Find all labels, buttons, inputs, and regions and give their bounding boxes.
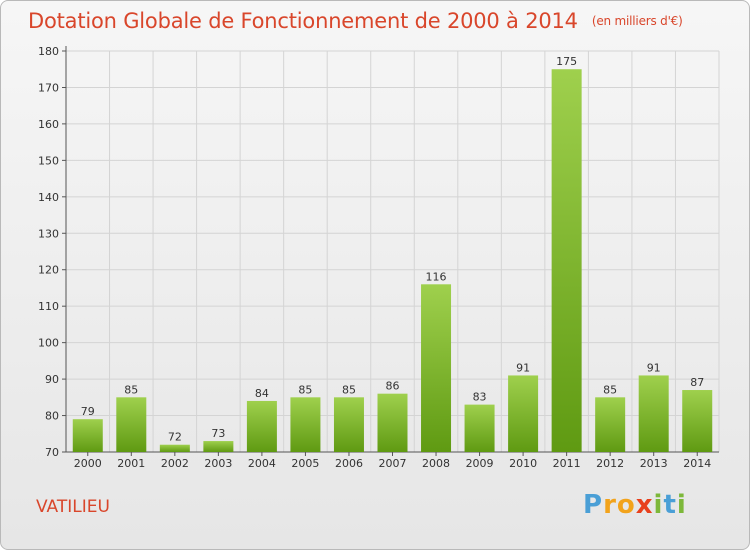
bar-2014	[682, 390, 713, 452]
y-tick-label: 100	[38, 337, 59, 350]
x-tick-label-2003: 2003	[204, 457, 232, 470]
value-label-2014: 87	[690, 376, 704, 389]
value-label-2012: 85	[603, 383, 617, 396]
commune-name: VATILIEU	[36, 497, 110, 517]
y-tick-label: 150	[38, 154, 59, 167]
value-label-2007: 86	[386, 380, 400, 393]
logo-letter: i	[676, 490, 687, 520]
value-label-2008: 116	[426, 270, 447, 283]
logo-letter: x	[635, 490, 654, 520]
logo-letter: r	[603, 490, 617, 520]
value-label-2011: 175	[556, 55, 577, 68]
value-label-2002: 72	[168, 431, 182, 444]
bar-2013	[638, 375, 669, 452]
bar-2003	[203, 441, 234, 452]
bar-2012	[595, 397, 626, 452]
chart-title: Dotation Globale de Fonctionnement de 20…	[28, 9, 683, 33]
bar-2011	[551, 69, 582, 453]
value-label-2005: 85	[298, 383, 312, 396]
bar-2007	[377, 393, 408, 452]
logo-letter: o	[616, 490, 636, 520]
value-label-2010: 91	[516, 361, 530, 374]
x-tick-label-2013: 2013	[640, 457, 668, 470]
bar-2005	[290, 397, 321, 452]
y-tick-label: 120	[38, 264, 59, 277]
value-label-2001: 85	[124, 383, 138, 396]
y-tick-label: 140	[38, 191, 59, 204]
y-tick-label: 130	[38, 227, 59, 240]
x-tick-label-2001: 2001	[117, 457, 145, 470]
bars	[72, 69, 713, 453]
value-label-2006: 85	[342, 383, 356, 396]
y-tick-label: 110	[38, 300, 59, 313]
x-tick-label-2006: 2006	[335, 457, 363, 470]
x-tick-label-2014: 2014	[683, 457, 711, 470]
x-tick-label-2008: 2008	[422, 457, 450, 470]
bar-2010	[508, 375, 539, 452]
proxiti-logo[interactable]: Proxiti	[583, 490, 687, 520]
x-tick-label-2011: 2011	[553, 457, 581, 470]
bar-2004	[246, 400, 277, 452]
bar-2001	[116, 397, 147, 452]
x-tick-label-2002: 2002	[161, 457, 189, 470]
y-tick-label: 160	[38, 118, 59, 131]
x-tick-label-2012: 2012	[596, 457, 624, 470]
logo-letter: P	[583, 490, 604, 520]
value-label-2004: 84	[255, 387, 269, 400]
x-tick-label-2007: 2007	[379, 457, 407, 470]
value-label-2000: 79	[81, 405, 95, 418]
x-tick-label-2004: 2004	[248, 457, 276, 470]
bar-2002	[159, 444, 190, 452]
logo-letter: i	[653, 490, 664, 520]
x-tick-label-2005: 2005	[291, 457, 319, 470]
bar-2009	[464, 404, 495, 452]
bar-2008	[421, 284, 452, 452]
bar-2006	[333, 397, 364, 452]
logo-letter: t	[663, 490, 677, 520]
labels: 70 80 90 100 110 120 130 140 150 160 170 180 79 2000 8…	[38, 45, 711, 470]
value-label-2013: 91	[647, 361, 661, 374]
value-label-2003: 73	[211, 427, 225, 440]
value-label-2009: 83	[473, 391, 487, 404]
y-tick-label: 180	[38, 45, 59, 58]
x-tick-label-2010: 2010	[509, 457, 537, 470]
y-tick-label: 170	[38, 81, 59, 94]
bar-2000	[72, 419, 103, 452]
chart-title-text: Dotation Globale de Fonctionnement de 20…	[28, 9, 578, 33]
y-tick-label: 80	[45, 410, 59, 423]
y-tick-label: 90	[45, 373, 59, 386]
y-tick-label: 70	[45, 446, 59, 459]
x-tick-label-2009: 2009	[466, 457, 494, 470]
x-tick-label-2000: 2000	[74, 457, 102, 470]
unit-note: (en milliers d'€)	[591, 14, 683, 28]
